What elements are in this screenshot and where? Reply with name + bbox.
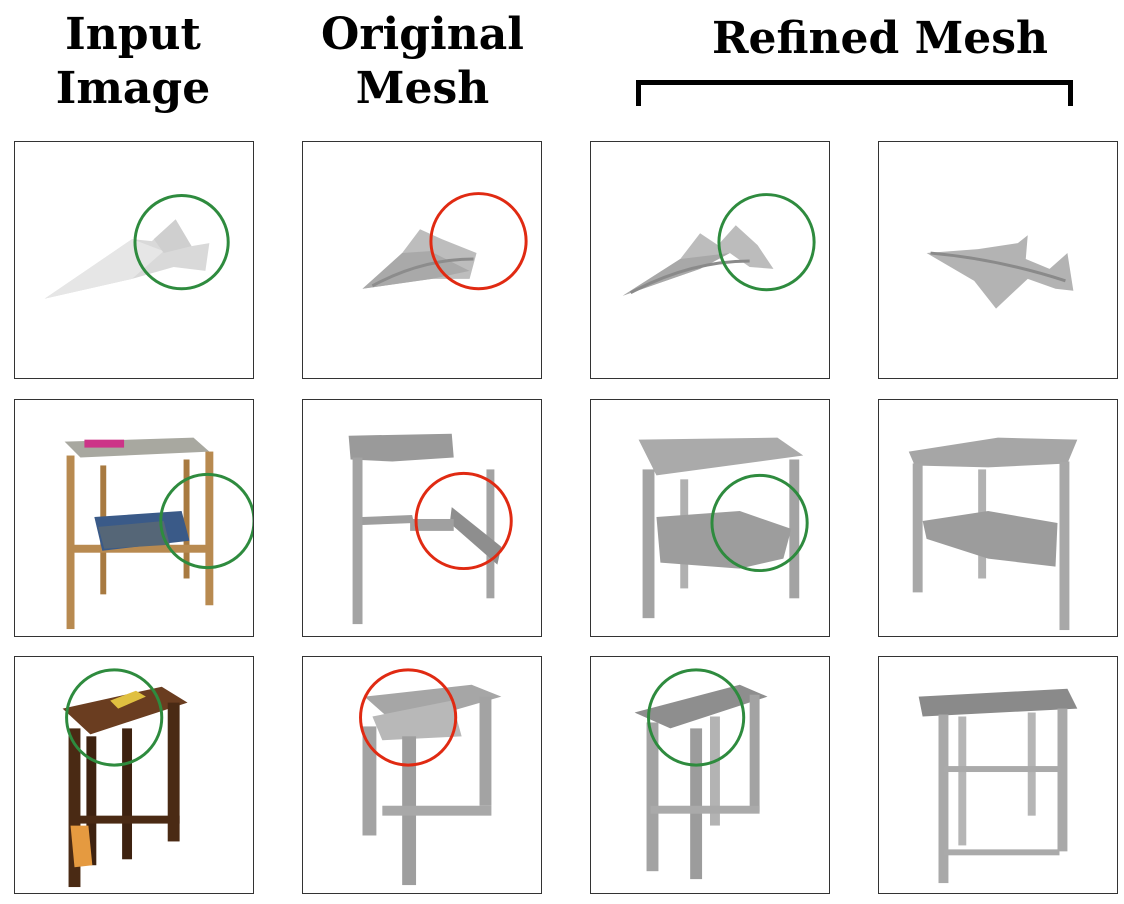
panel-r2-input [14,399,254,637]
panel-r3-refined-b [878,656,1118,894]
panel-r1-refined-a [590,141,830,379]
airplane-input-image [44,194,230,299]
panel-r3-original [302,656,542,894]
highlight-circle-good [647,668,746,767]
panel-r2-refined-a [590,399,830,637]
highlight-circle-bad [359,668,458,767]
side-table-original-mesh [348,433,513,625]
header-input-line2: Image [55,63,211,114]
panel-r1-input [14,141,254,379]
stool-refined-mesh-view1 [634,668,768,880]
header-input-line1: Input [65,9,201,60]
header-refined-mesh: Refined Mesh [711,13,1049,64]
side-table-refined-mesh-view1 [638,437,809,619]
airplane-refined-mesh-view1 [622,193,816,296]
header-original-line1: Original [321,9,524,60]
highlight-circle-good [65,668,164,767]
panel-r3-refined-a [590,656,830,894]
header-input-image: Input Image [38,8,228,116]
stool-refined-mesh-view2 [918,688,1078,884]
header-original-line2: Mesh [355,63,490,114]
airplane-refined-mesh-view2 [926,235,1074,309]
highlight-circle-good [717,193,816,292]
highlight-circle-bad [414,471,513,571]
highlight-circle-good [710,473,809,573]
highlight-circle-bad [429,192,528,291]
panel-r3-input [14,656,254,894]
side-table-refined-mesh-view2 [908,437,1078,631]
panel-r1-refined-b [878,141,1118,379]
stool-original-mesh [359,668,502,886]
panel-r1-original [302,141,542,379]
panel-r2-refined-b [878,399,1118,637]
airplane-original-mesh [362,192,528,291]
highlight-circle-good [133,194,230,291]
stool-input-image [62,668,188,888]
highlight-circle-good [159,472,253,570]
side-table-input-image [64,437,253,630]
header-original-mesh: Original Mesh [300,8,545,116]
panel-r2-original [302,399,542,637]
refined-mesh-bracket [636,80,1073,106]
